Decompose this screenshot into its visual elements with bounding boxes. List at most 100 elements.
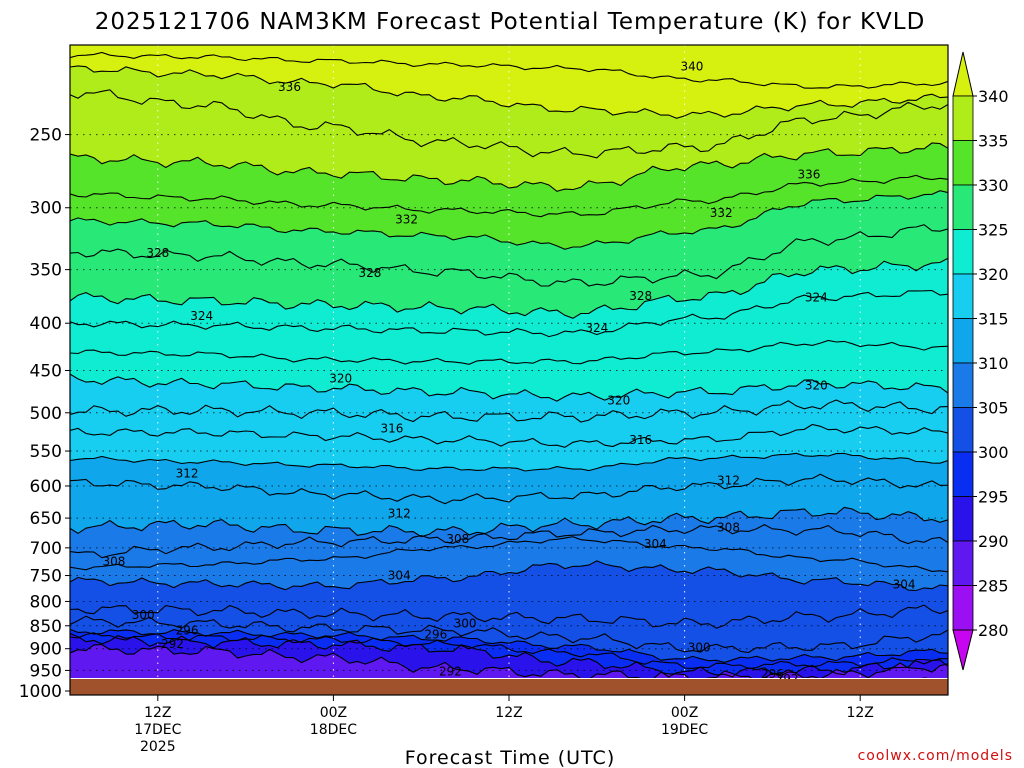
isentrope-line-300 [70,615,948,654]
contour-label-text: 304 [893,578,916,592]
contour-label: 308 [446,532,469,546]
colorbar-label: 315 [978,310,1009,329]
contour-label-text: 296 [761,667,784,681]
chart-title: 2025121706 NAM3KM Forecast Potential Tem… [95,9,926,35]
colorbar-label: 320 [978,265,1009,284]
contour-label-text: 336 [278,80,301,94]
contour-label: 304 [388,569,411,583]
contour-label-text: 328 [629,289,652,303]
isentrope-line-318 [70,399,948,423]
colorbar-swatch [952,184,974,230]
contour-label: 324 [585,321,608,335]
y-tick-label: 950 [30,661,62,681]
colorbar-label: 330 [978,176,1009,195]
contour-label: 312 [717,474,740,488]
isentrope-line-292 [70,644,948,678]
contour-label: 292 [161,637,184,651]
pressure-axis: 250 300 350 400 450 500 550 600 650 700 750 800 850 9… [19,126,70,702]
contour-label-text: 300 [454,616,477,630]
colorbar-swatch [952,273,974,319]
y-tick-label: 300 [30,199,62,219]
fill-band [70,644,948,678]
contour-label-text: 300 [688,640,711,654]
contour-label: 308 [717,520,740,534]
ground-surface [70,679,948,695]
contour-label-text: 296 [424,628,447,642]
isentrope-line-298 [70,628,948,663]
x-tick-label: 12Z [846,705,873,721]
contour-label-text: 328 [146,246,169,260]
isentrope-line-302 [70,604,948,629]
colorbar-label: 295 [978,488,1009,507]
contour-label: 328 [629,289,652,303]
contour-label: 300 [688,640,711,654]
isentrope-line-326 [70,257,948,319]
isentrope-line-338 [70,65,948,119]
colorbar-top-arrow [952,51,974,97]
colorbar-label: 310 [978,354,1009,373]
colorbar-swatch [952,229,974,275]
colorbar-swatch [952,407,974,453]
contour-label: 336 [798,167,821,181]
contour-label-text: 308 [446,532,469,546]
contour-label-text: 312 [388,507,411,521]
colorbar-swatch [952,95,974,141]
contour-label: 296 [424,628,447,642]
contour-label: 296 [176,623,199,637]
contour-label: 328 [146,246,169,260]
y-tick-label: 700 [30,539,62,559]
colorbar-label: 285 [978,577,1009,596]
x-tick-label: 00Z [671,705,698,721]
contour-label-text: 312 [717,474,740,488]
isentrope-line-320 [70,373,948,402]
colorbar-label: 290 [978,532,1009,551]
site-credit: coolwx.com/models [858,748,1013,764]
colorbar-swatch [952,140,974,186]
contour-label-text: 296 [176,623,199,637]
colorbar-swatch [952,318,974,364]
contour-label: 300 [132,608,155,622]
colorbar-swatch [952,540,974,586]
isentrope-line-322 [70,339,948,365]
contour-label-text: 304 [644,537,667,551]
isentrope-line-330 [70,190,948,250]
x-tick-label: 00Z [320,705,347,721]
y-tick-label: 400 [30,314,62,334]
isentrope-line-336 [70,89,948,159]
y-tick-label: 1000 [19,682,62,702]
contour-label-text: 328 [359,266,382,280]
contour-label: 304 [893,578,916,592]
colorbar-swatch [952,362,974,408]
isentrope-line-334 [70,142,948,192]
isentrope-line-332 [70,174,948,218]
isentrope-line-312 [70,473,948,505]
contour-label: 324 [190,309,213,323]
contour-label-text: 304 [388,569,411,583]
contour-label: 296 [761,667,784,681]
colorbar-label: 335 [978,132,1009,151]
isentrope-line-316 [70,423,948,448]
colorbar-label: 325 [978,221,1009,240]
contour-label-text: 332 [395,213,418,227]
colorbar-label: 305 [978,399,1009,418]
contour-label: 316 [629,433,652,447]
y-tick-label: 450 [30,361,62,381]
y-tick-label: 900 [30,640,62,660]
colorbar-swatch [952,585,974,631]
contour-label-text: 332 [710,206,733,220]
y-tick-label: 800 [30,592,62,612]
contour-label-text: 324 [805,290,828,304]
contour-label: 312 [176,467,199,481]
contour-label-text: 316 [380,422,403,436]
contour-label: 340 [680,59,703,73]
isentrope-contours [70,51,948,678]
contour-label-text: 324 [190,309,213,323]
contour-label-text: 316 [629,433,652,447]
contour-label: 320 [607,394,630,408]
y-tick-label: 850 [30,617,62,637]
contour-label: 324 [805,290,828,304]
x-tick-label: 19DEC [661,722,708,738]
contour-label-text: 292 [161,637,184,651]
x-axis-label: Forecast Time (UTC) [405,747,615,768]
